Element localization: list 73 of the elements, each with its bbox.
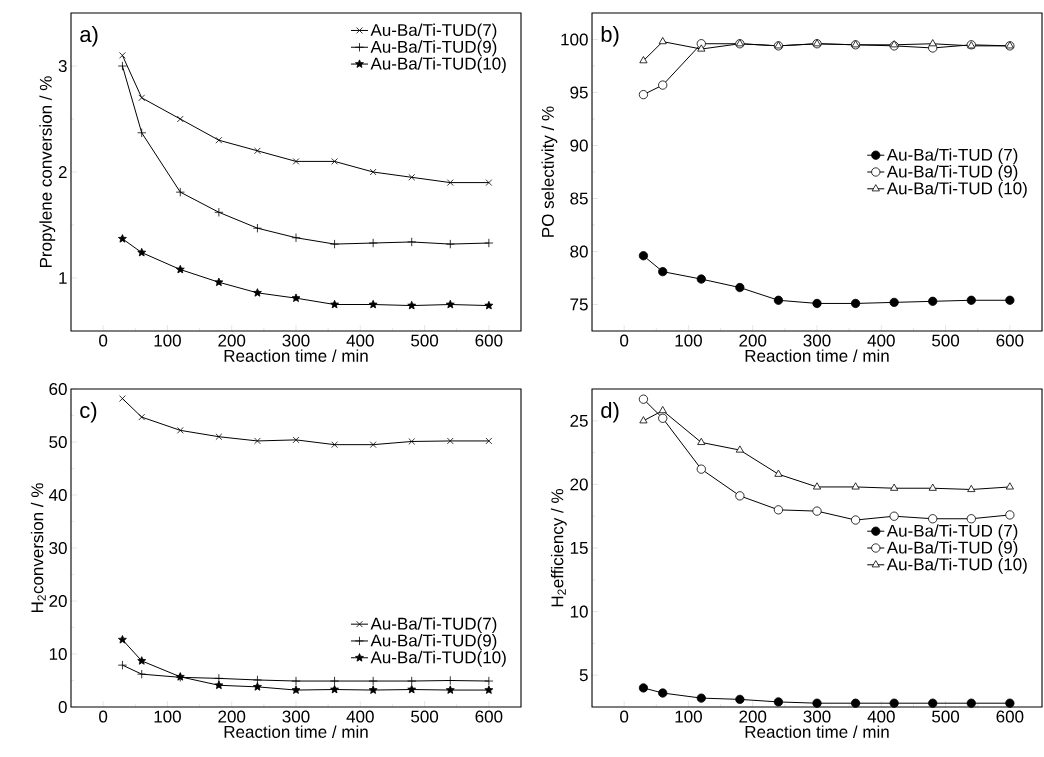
y-tick-label: 1 <box>59 272 67 284</box>
x-tick-label: 200 <box>739 334 767 347</box>
x-axis-title: Reaction time / min <box>224 349 368 362</box>
legend-label: Au-Ba/Ti-TUD(7) <box>370 23 497 40</box>
x-tick-label: 300 <box>803 334 831 347</box>
x-tick-label: 500 <box>932 710 960 723</box>
y-tick-label: 95 <box>570 86 588 99</box>
y-tick-label: 20 <box>570 478 588 491</box>
y-tick-label: 40 <box>48 488 67 502</box>
annotation: d) <box>601 401 619 423</box>
x-tick-label: 100 <box>154 334 181 347</box>
x-tick-label: 0 <box>620 334 629 347</box>
legend-label: Au-Ba/Ti-TUD(10) <box>370 57 506 73</box>
legend-label: Au-Ba/Ti-TUD (10) <box>886 557 1027 574</box>
x-tick-label: 100 <box>154 710 181 723</box>
y-tick-label: 25 <box>570 414 588 427</box>
legend-label: Au-Ba/Ti-TUD(10) <box>370 650 506 667</box>
y-tick-label: 85 <box>570 192 588 205</box>
legend-label: Au-Ba/Ti-TUD(7) <box>370 617 497 634</box>
legend-label: Au-Ba/Ti-TUD (10) <box>886 181 1027 198</box>
x-tick-label: 300 <box>282 334 310 347</box>
x-tick-label: 600 <box>475 710 503 723</box>
x-tick-label: 0 <box>620 710 629 723</box>
x-tick-label: 200 <box>218 334 246 347</box>
x-tick-label: 400 <box>346 710 374 723</box>
y-tick-label: 75 <box>570 298 588 311</box>
x-tick-label: 400 <box>867 334 895 347</box>
x-tick-label: 300 <box>282 710 310 723</box>
x-tick-label: 200 <box>218 710 246 723</box>
y-tick-label: 15 <box>570 542 588 554</box>
y-tick-label: 80 <box>570 245 588 258</box>
annotation: b) <box>601 25 619 47</box>
x-tick-label: 100 <box>675 334 702 347</box>
y-tick-label: 3 <box>58 59 67 73</box>
y-tick-label: 50 <box>49 435 67 449</box>
x-axis-title: Reaction time / min <box>745 349 889 362</box>
y-axis-title: Propylene conversion / % <box>39 76 56 267</box>
x-tick-label: 500 <box>411 334 439 347</box>
y-tick-label: 60 <box>49 382 67 396</box>
y-tick-label: 30 <box>49 541 67 555</box>
y-tick-label: 10 <box>570 605 588 618</box>
legend-label: Au-Ba/Ti-TUD(9) <box>370 634 497 650</box>
legend-label: Au-Ba/Ti-TUD (9) <box>886 541 1018 557</box>
x-tick-label: 300 <box>803 710 831 723</box>
legend-label: Au-Ba/Ti-TUD (7) <box>886 148 1018 165</box>
y-tick-label: 100 <box>561 33 588 46</box>
legend-label: Au-Ba/Ti-TUD (9) <box>886 165 1018 181</box>
legend-label: Au-Ba/Ti-TUD(9) <box>370 40 497 57</box>
y-axis-title: H$_{2}$conversion / % <box>30 483 46 613</box>
x-tick-label: 600 <box>475 334 503 347</box>
x-axis-title: Reaction time / min <box>224 725 368 738</box>
x-tick-label: 0 <box>99 334 108 347</box>
y-tick-label: 2 <box>58 166 67 178</box>
y-tick-label: 20 <box>49 594 67 608</box>
x-tick-label: 400 <box>867 710 895 723</box>
x-tick-label: 600 <box>996 710 1024 723</box>
y-tick-label: 0 <box>58 700 67 714</box>
y-tick-label: 5 <box>579 669 588 682</box>
x-tick-label: 400 <box>346 334 374 347</box>
y-tick-label: 10 <box>49 647 67 661</box>
annotation: a) <box>80 25 98 47</box>
y-axis-title: PO selectivity / % <box>541 106 558 237</box>
x-tick-label: 100 <box>675 710 702 723</box>
x-axis-title: Reaction time / min <box>745 725 889 738</box>
x-tick-label: 600 <box>996 334 1024 347</box>
y-axis-title: H$_{2}$efficiency / % <box>550 489 567 607</box>
x-tick-label: 0 <box>99 710 108 723</box>
annotation: c) <box>80 401 97 423</box>
legend-label: Au-Ba/Ti-TUD (7) <box>886 524 1018 541</box>
x-tick-label: 500 <box>411 710 439 723</box>
y-tick-label: 90 <box>570 139 588 152</box>
x-tick-label: 500 <box>932 334 960 347</box>
x-tick-label: 200 <box>739 710 767 723</box>
